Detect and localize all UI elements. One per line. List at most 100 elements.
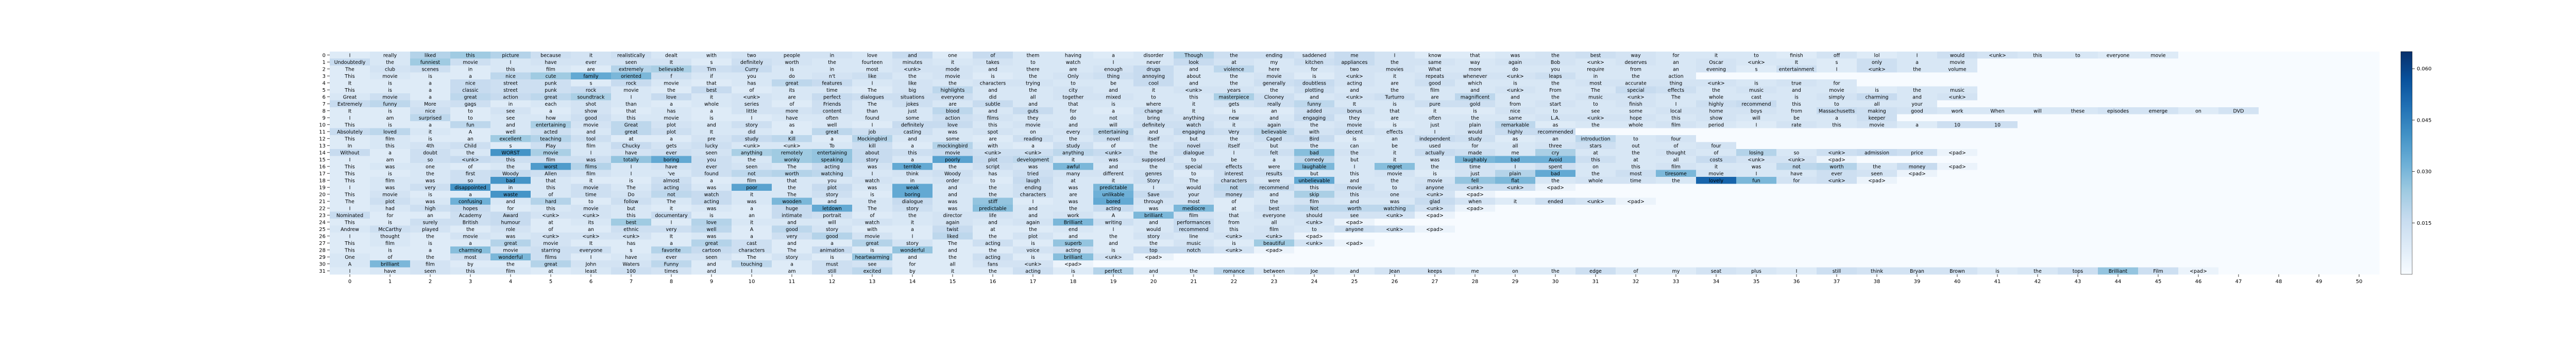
cell-token-label: laughable: [1302, 164, 1327, 170]
heatmap-cell: [651, 121, 692, 128]
heatmap-cell: [410, 52, 451, 59]
x-tick-label: 37: [1834, 279, 1840, 285]
heatmap-cell: [2058, 86, 2098, 94]
heatmap-cell: [1053, 121, 1094, 128]
y-tick-label: 21: [319, 199, 326, 205]
heatmap-cell: [1174, 65, 1214, 73]
cell-token-label: is: [1754, 80, 1758, 86]
heatmap-cell: [1254, 205, 1295, 212]
heatmap-cell: [2259, 170, 2299, 177]
cell-token-label: McCarthy: [378, 227, 402, 233]
heatmap-cell: [1415, 177, 1455, 184]
heatmap-cell: [1334, 52, 1375, 59]
heatmap-cell: [1174, 267, 1214, 275]
heatmap-cell: [1013, 184, 1054, 191]
cell-token-label: where: [1146, 102, 1161, 107]
x-tick-label: 32: [1633, 279, 1639, 285]
heatmap-cell: [812, 233, 853, 240]
heatmap-cell: [1013, 142, 1054, 150]
cell-token-label: action: [945, 116, 960, 121]
cell-token-label: thought: [1666, 150, 1686, 156]
heatmap-cell: [1696, 253, 1737, 261]
cell-token-label: have: [786, 116, 798, 121]
cell-token-label: <unk>: [1587, 60, 1604, 65]
cell-token-label: and: [1149, 129, 1158, 135]
cell-token-label: a: [1112, 53, 1115, 58]
heatmap-cell: [1535, 135, 1576, 142]
cell-token-label: how: [546, 116, 556, 121]
heatmap-cell: [1776, 128, 1817, 136]
cell-token-label: look: [1189, 60, 1199, 65]
heatmap-cell: [2299, 219, 2340, 226]
cell-token-label: all: [1271, 220, 1277, 225]
cell-token-label: movie: [382, 192, 397, 197]
cell-token-label: the: [1350, 150, 1359, 156]
heatmap-cell: [450, 233, 491, 240]
cell-token-label: takes: [986, 60, 999, 65]
heatmap-cell: [2178, 225, 2219, 233]
cell-token-label: movie: [543, 150, 558, 156]
heatmap-cell: [2299, 93, 2340, 101]
y-tick-label: 7: [323, 102, 326, 107]
heatmap-cell: [2058, 163, 2098, 170]
cell-token-label: <pad>: [2190, 269, 2207, 274]
heatmap-cell: [852, 72, 893, 80]
heatmap-cell: [732, 219, 772, 226]
heatmap-cell: [2218, 177, 2259, 184]
x-tick-label: 48: [2276, 279, 2282, 285]
cell-token-label: it: [911, 220, 914, 225]
heatmap-cell: [1977, 267, 2018, 275]
heatmap-cell: [1616, 86, 1656, 94]
heatmap-cell: [490, 233, 531, 240]
cell-token-label: <unk>: [542, 213, 559, 219]
heatmap-cell: [1535, 239, 1576, 247]
heatmap-cell: [2138, 225, 2179, 233]
heatmap-cell: [1977, 149, 2018, 156]
heatmap-cell: [892, 100, 933, 108]
heatmap-cell: [2339, 233, 2380, 240]
cell-token-label: reading: [1024, 136, 1042, 142]
heatmap-cell: [1776, 260, 1817, 268]
heatmap-cell: [973, 177, 1013, 184]
heatmap-cell: [1696, 86, 1737, 94]
cell-token-label: movie: [623, 88, 638, 93]
cell-token-label: movie: [1266, 74, 1281, 79]
cell-token-label: the: [1551, 269, 1560, 274]
cell-token-label: all: [1874, 102, 1879, 107]
cell-token-label: novel: [1107, 136, 1120, 142]
heatmap-cell: [1817, 163, 1857, 170]
heatmap-cell: [1375, 128, 1415, 136]
cell-token-label: to: [468, 116, 473, 121]
heatmap-cell: [370, 225, 411, 233]
heatmap-cell: [571, 93, 612, 101]
cell-token-label: is: [388, 171, 392, 177]
cell-token-label: Child: [464, 143, 477, 149]
heatmap-cell: [330, 267, 370, 275]
cell-token-label: a: [429, 248, 432, 253]
heatmap-cell: [2098, 253, 2139, 261]
cell-token-label: the: [1632, 74, 1640, 79]
cell-token-label: Absolutely: [337, 129, 363, 135]
cell-token-label: and: [908, 255, 917, 260]
cell-token-label: perfect: [823, 94, 841, 100]
cell-token-label: great: [825, 129, 838, 135]
colorbar-tick-label: 0.015: [2417, 221, 2432, 226]
cell-token-label: was: [1390, 199, 1400, 205]
cell-token-label: <unk>: [1989, 53, 2006, 58]
heatmap-cell: [2178, 107, 2219, 114]
cell-token-label: your: [1911, 102, 1922, 107]
heatmap-cell: [2178, 93, 2219, 101]
cell-token-label: It: [589, 241, 593, 246]
heatmap-cell: [2098, 246, 2139, 254]
cell-token-label: It: [348, 80, 352, 86]
heatmap-cell: [892, 135, 933, 142]
heatmap-cell: [1214, 128, 1255, 136]
heatmap-cell: [1776, 225, 1817, 233]
heatmap-cell: [1937, 149, 1978, 156]
cell-token-label: must: [826, 261, 838, 267]
heatmap-cell: [2218, 114, 2259, 122]
heatmap-cell: [1495, 260, 1536, 268]
heatmap-cell: [1375, 79, 1415, 87]
heatmap-cell: [611, 225, 652, 233]
heatmap-cell: [852, 219, 893, 226]
